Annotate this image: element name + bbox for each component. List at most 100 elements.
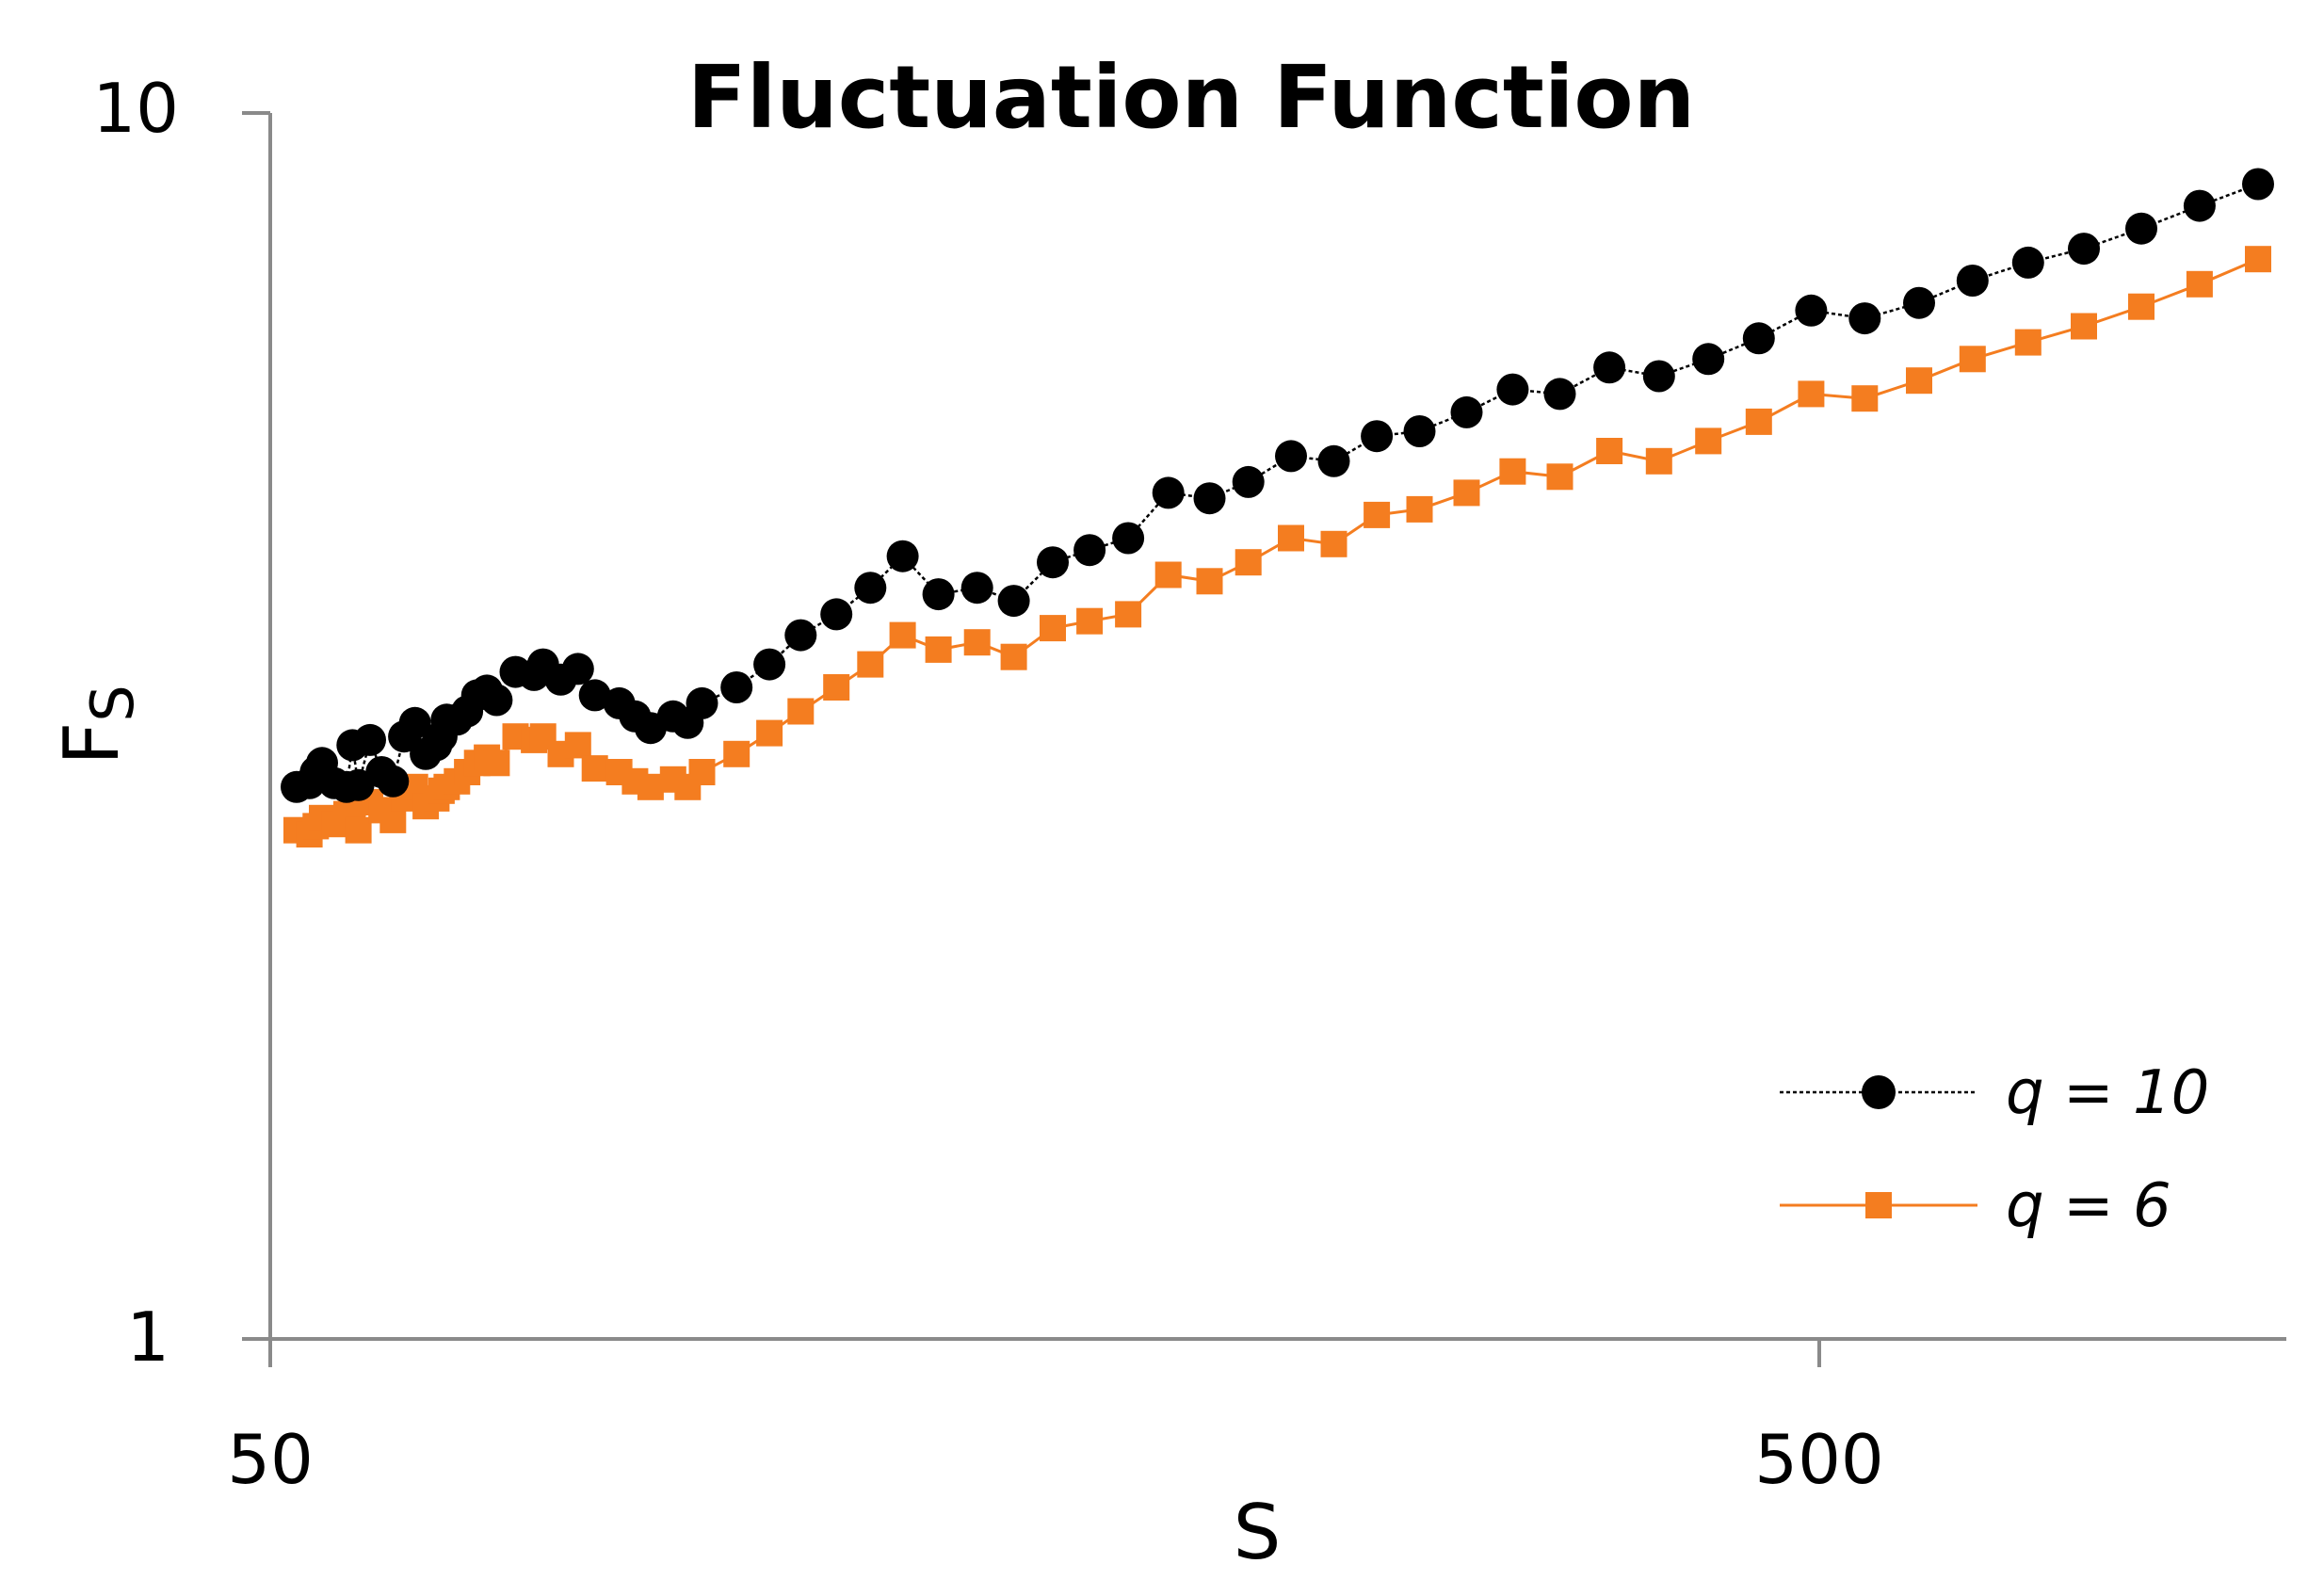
- data-point-q6: [1546, 463, 1574, 491]
- data-point-q6: [889, 621, 916, 649]
- data-point-q6: [857, 651, 884, 678]
- data-point-q10: [398, 706, 431, 739]
- data-point-q6: [564, 732, 591, 759]
- svg-text:FS: FS: [48, 685, 147, 765]
- data-point-q10: [1795, 294, 1828, 327]
- data-point-q10: [1361, 420, 1394, 453]
- data-point-q10: [2125, 212, 2157, 245]
- data-point-q6: [787, 698, 815, 725]
- data-point-q6: [2128, 293, 2155, 320]
- legend-label-q6: q = 6: [2006, 1171, 2171, 1241]
- data-point-q10: [922, 578, 955, 611]
- data-point-q6: [1154, 561, 1182, 588]
- data-point-q10: [480, 684, 513, 717]
- y-tick-label-10: 10: [92, 69, 179, 148]
- data-point-q6: [1000, 643, 1027, 670]
- data-point-q6: [1453, 479, 1480, 507]
- data-point-q10: [1403, 415, 1436, 447]
- data-point-q6: [2186, 270, 2213, 298]
- data-point-q10: [1692, 343, 1725, 376]
- data-point-q10: [377, 765, 410, 798]
- data-point-q10: [1232, 465, 1265, 498]
- data-point-q6: [1196, 568, 1223, 595]
- y-axis-label-group: FS: [48, 685, 147, 765]
- data-point-q10: [1742, 322, 1775, 355]
- data-point-q6: [925, 636, 952, 663]
- data-point-q10: [354, 723, 386, 756]
- legend: q = 10 q = 6: [1780, 1058, 2209, 1241]
- x-tick-label-50: 50: [227, 1420, 314, 1499]
- data-point-q10: [820, 598, 853, 631]
- data-point-q10: [578, 679, 611, 712]
- data-point-q6: [345, 816, 372, 844]
- legend-marker-q6: [1865, 1192, 1892, 1218]
- data-point-q10: [753, 648, 786, 681]
- data-point-q6: [2071, 313, 2097, 340]
- series-q6: [283, 246, 2271, 848]
- data-point-q6: [1115, 601, 1142, 628]
- data-point-q10: [686, 686, 718, 719]
- y-axis-label: F: [48, 722, 136, 766]
- data-point-q10: [1543, 378, 1576, 411]
- data-point-q6: [688, 759, 716, 785]
- series-q10: [281, 168, 2274, 803]
- data-point-q10: [1275, 440, 1307, 473]
- data-point-q10: [886, 540, 919, 572]
- data-point-q10: [720, 671, 753, 703]
- data-point-q10: [2068, 233, 2100, 266]
- data-point-q10: [1903, 286, 1935, 319]
- data-point-q10: [2183, 189, 2216, 222]
- y-axis-label-subscript: S: [78, 685, 147, 721]
- data-point-q6: [1040, 615, 1066, 642]
- data-point-q10: [2242, 168, 2274, 201]
- data-point-q6: [1076, 607, 1104, 635]
- data-point-q10: [1152, 476, 1185, 509]
- chart-title: Fluctuation Function: [687, 47, 1695, 148]
- data-point-q6: [823, 674, 850, 701]
- data-point-q10: [1037, 546, 1069, 579]
- data-point-q10: [784, 619, 817, 652]
- data-point-q6: [1959, 346, 1986, 373]
- series-layer: [281, 168, 2274, 848]
- data-point-q10: [1073, 534, 1106, 567]
- data-point-q6: [1695, 427, 1722, 455]
- data-point-q10: [1450, 395, 1483, 428]
- data-point-q10: [2011, 246, 2044, 279]
- data-point-q10: [1317, 444, 1350, 477]
- data-point-q6: [1235, 549, 1262, 576]
- x-axis-label: S: [1234, 1489, 1282, 1576]
- data-point-q6: [2245, 246, 2271, 273]
- data-point-q6: [1798, 380, 1825, 408]
- data-point-q6: [723, 740, 750, 767]
- y-tick-label-1: 1: [126, 1298, 169, 1377]
- data-point-q10: [1496, 373, 1529, 406]
- legend-marker-q10: [1862, 1075, 1896, 1109]
- data-point-q6: [963, 629, 991, 656]
- data-point-q10: [1956, 265, 1989, 297]
- data-point-q6: [1364, 501, 1391, 528]
- data-point-q6: [1320, 530, 1348, 557]
- data-point-q6: [1406, 495, 1433, 523]
- data-point-q6: [756, 719, 783, 747]
- data-point-q6: [1851, 385, 1879, 412]
- data-point-q6: [1596, 438, 1623, 464]
- data-point-q6: [1906, 367, 1932, 395]
- data-point-q10: [997, 585, 1030, 618]
- data-point-q6: [1745, 408, 1772, 435]
- data-point-q6: [637, 773, 664, 800]
- data-point-q10: [1848, 302, 1881, 335]
- legend-label-q10: q = 10: [2006, 1058, 2209, 1128]
- data-point-q6: [581, 755, 608, 782]
- data-point-q6: [483, 750, 510, 777]
- data-point-q10: [960, 572, 993, 605]
- data-point-q10: [1112, 522, 1145, 555]
- data-point-q10: [1193, 482, 1226, 515]
- data-point-q10: [854, 572, 887, 605]
- data-point-q10: [561, 653, 594, 685]
- data-point-q10: [1593, 351, 1626, 384]
- data-point-q6: [1278, 524, 1304, 552]
- data-point-q6: [1645, 447, 1672, 475]
- data-point-q6: [1499, 458, 1526, 485]
- x-tick-label-500: 500: [1754, 1420, 1883, 1499]
